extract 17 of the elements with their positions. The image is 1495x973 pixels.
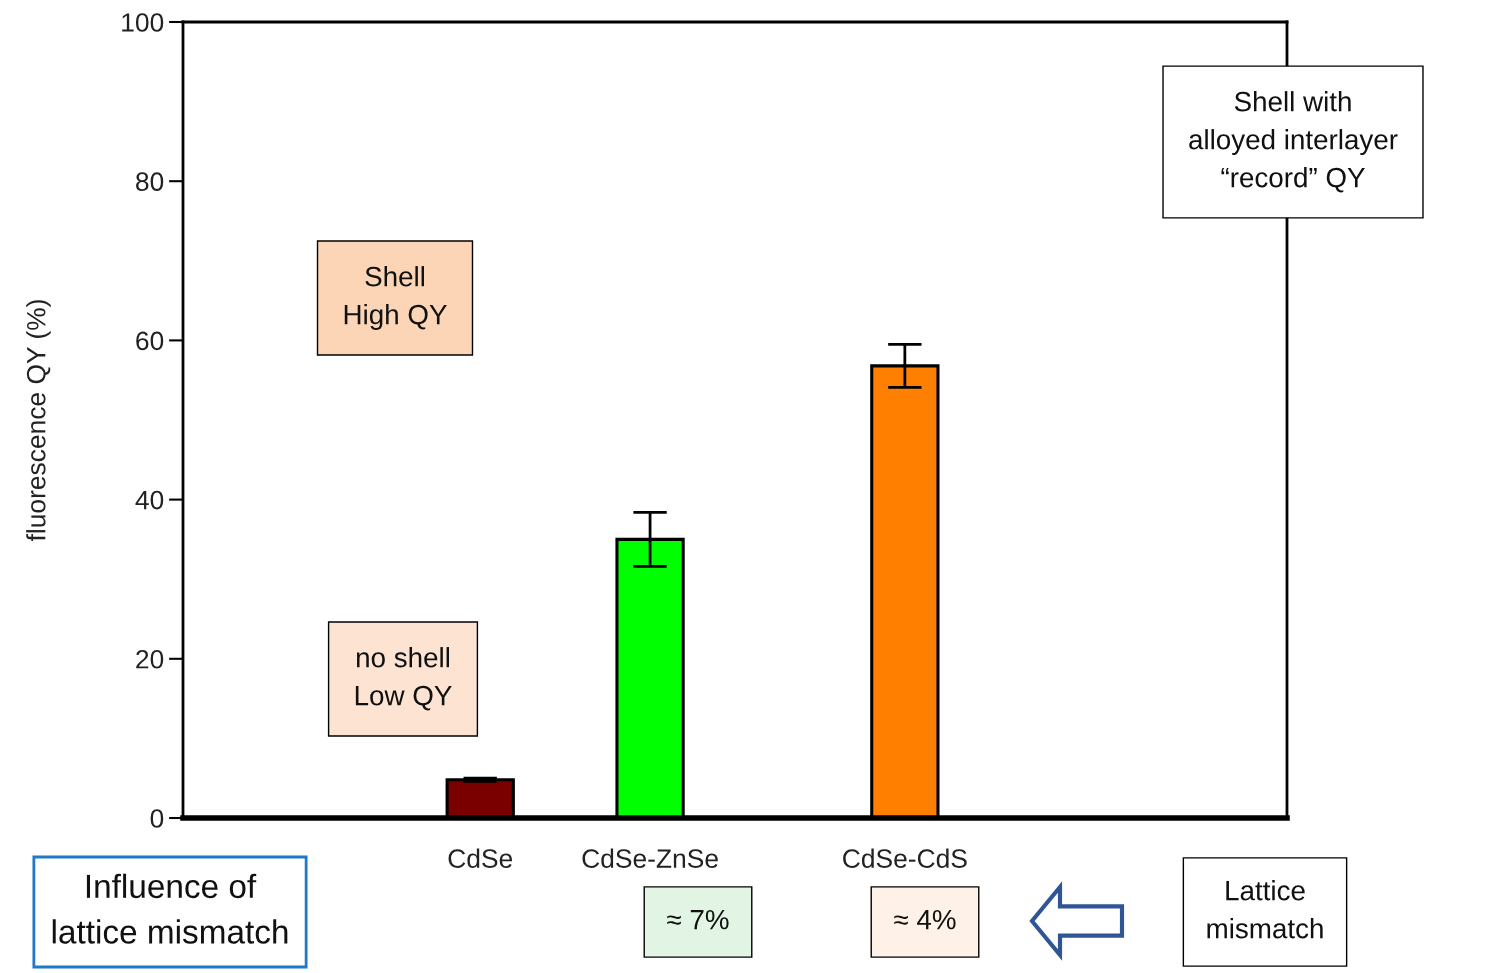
y-tick-label: 20 [136, 649, 164, 669]
y-tick-label: 0 [150, 809, 164, 828]
y-tick-label: 40 [135, 490, 164, 510]
annotation: Shell High QY [344, 266, 447, 330]
x-tick-label: CdSe [448, 848, 513, 868]
text: ≈ 4% [894, 909, 956, 930]
text: Influence of lattice mismatch [52, 873, 288, 944]
text: ≈ 7% [667, 909, 729, 930]
x-tick-label: CdSe-CdS [843, 848, 967, 868]
y-tick-label: 80 [136, 172, 164, 192]
x-tick-label: CdSe-ZnSe [582, 848, 718, 868]
y-tick-label: 60 [136, 331, 164, 351]
y-axis-title: fluorescence QY (%) [26, 300, 51, 542]
text: Lattice mismatch [1207, 880, 1323, 939]
y-tick-label: 100 [122, 13, 164, 32]
annotation: Shell with alloyed interlayer “record” QY [1189, 91, 1398, 193]
annotation: no shell Low QY [355, 647, 452, 711]
